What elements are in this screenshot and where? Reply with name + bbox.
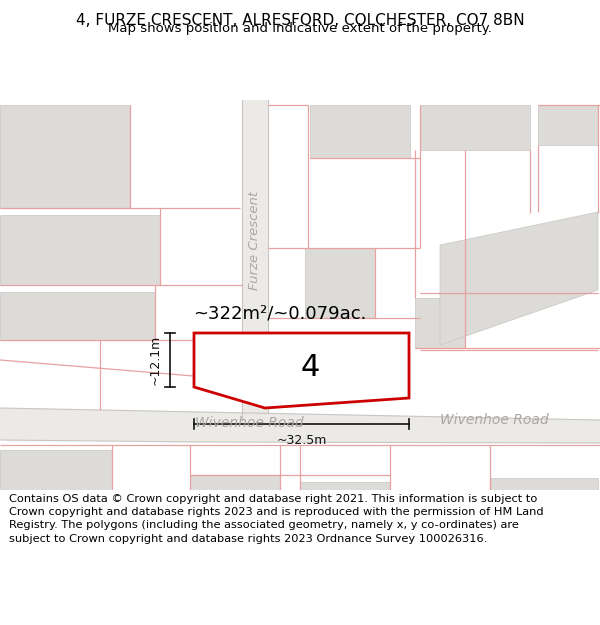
Text: 4, FURZE CRESCENT, ALRESFORD, COLCHESTER, CO7 8BN: 4, FURZE CRESCENT, ALRESFORD, COLCHESTER… (76, 12, 524, 28)
Text: Map shows position and indicative extent of the property.: Map shows position and indicative extent… (108, 22, 492, 35)
Polygon shape (0, 215, 160, 285)
Polygon shape (242, 100, 268, 420)
Polygon shape (190, 475, 280, 525)
Polygon shape (305, 248, 375, 318)
Text: ~12.1m: ~12.1m (149, 335, 162, 385)
Text: ~32.5m: ~32.5m (277, 434, 326, 447)
Polygon shape (310, 105, 410, 158)
Text: Contains OS data © Crown copyright and database right 2021. This information is : Contains OS data © Crown copyright and d… (9, 494, 544, 544)
Text: Wivenhoe Road: Wivenhoe Road (195, 416, 304, 430)
Polygon shape (0, 105, 130, 208)
Polygon shape (420, 105, 530, 150)
Text: Wivenhoe Road: Wivenhoe Road (440, 413, 548, 427)
Polygon shape (0, 292, 155, 340)
Polygon shape (440, 212, 598, 345)
Text: Furze Crescent: Furze Crescent (248, 191, 262, 289)
Polygon shape (538, 105, 598, 145)
Polygon shape (0, 450, 112, 500)
Polygon shape (194, 333, 409, 408)
Polygon shape (415, 298, 465, 348)
Polygon shape (0, 508, 130, 540)
Polygon shape (0, 408, 600, 443)
Text: ~322m²/~0.079ac.: ~322m²/~0.079ac. (193, 304, 367, 322)
Text: 4: 4 (301, 354, 320, 382)
Polygon shape (300, 482, 390, 530)
Polygon shape (490, 478, 598, 540)
